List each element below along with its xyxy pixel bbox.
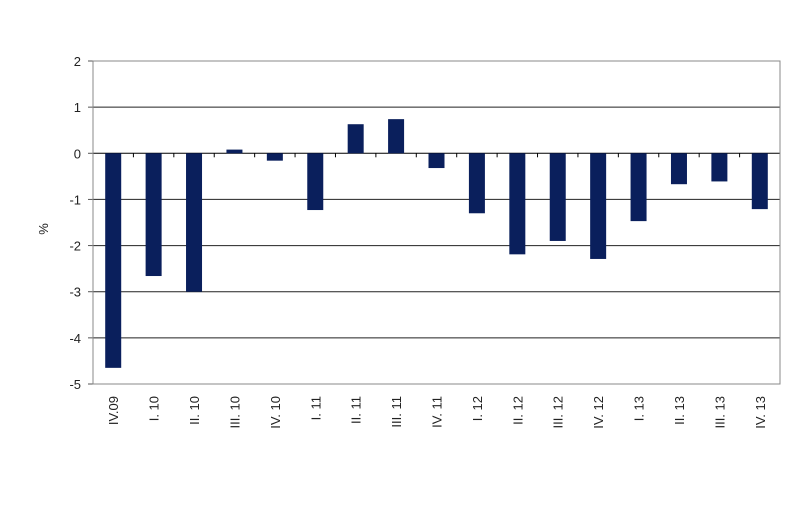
x-tick-label: IV.09 bbox=[106, 396, 121, 425]
x-tick-label: II. 11 bbox=[349, 396, 364, 424]
bar bbox=[266, 153, 283, 161]
y-tick-label: 1 bbox=[74, 100, 81, 115]
bar bbox=[186, 153, 203, 292]
y-axis-label: % bbox=[36, 223, 51, 235]
x-tick-label: IV. 13 bbox=[753, 396, 768, 429]
x-tick-label: I. 11 bbox=[308, 396, 323, 420]
y-tick-label: -5 bbox=[69, 377, 81, 392]
x-tick-label: III. 11 bbox=[389, 396, 404, 428]
bar bbox=[105, 153, 122, 368]
x-tick-label: II. 10 bbox=[187, 396, 202, 425]
y-tick-label: -2 bbox=[69, 239, 81, 254]
bar bbox=[307, 153, 324, 211]
x-tick-label: IV. 12 bbox=[591, 396, 606, 429]
y-tick-label: 2 bbox=[74, 54, 81, 69]
x-tick-label: II. 13 bbox=[672, 396, 687, 425]
x-tick-label: III. 12 bbox=[551, 396, 566, 429]
x-tick-labels: IV.09 I. 10 II. 10 III. 10 IV. 10 I. 11 II. 11… bbox=[106, 396, 768, 429]
y-tick-label: 0 bbox=[74, 146, 81, 161]
bar bbox=[590, 153, 607, 259]
bar bbox=[509, 153, 526, 255]
x-tick-label: I. 10 bbox=[147, 396, 162, 421]
y-tick-label: -4 bbox=[69, 331, 81, 346]
x-tick-label: III. 13 bbox=[712, 396, 727, 429]
bar bbox=[388, 119, 405, 154]
y-tick-labels: 2 1 0 -1 -2 -3 -4 -5 bbox=[69, 54, 81, 392]
y-tick-label: -3 bbox=[69, 285, 81, 300]
bar bbox=[630, 153, 647, 222]
x-tick-label: I. 13 bbox=[632, 396, 647, 421]
bar bbox=[468, 153, 485, 214]
bar bbox=[549, 153, 566, 241]
y-tick-label: -1 bbox=[69, 192, 81, 207]
bar bbox=[226, 149, 243, 154]
bar bbox=[670, 153, 687, 185]
bars bbox=[105, 119, 768, 368]
plot-border bbox=[92, 60, 781, 385]
bar bbox=[347, 124, 364, 154]
axes bbox=[88, 60, 781, 385]
x-tick-label: IV. 10 bbox=[268, 396, 283, 429]
x-tick-label: III. 10 bbox=[227, 396, 242, 429]
x-tick-label: IV. 11 bbox=[430, 396, 445, 428]
bar bbox=[711, 153, 728, 182]
x-tick-label: II. 12 bbox=[510, 396, 525, 425]
bar bbox=[145, 153, 162, 277]
bar bbox=[428, 153, 445, 169]
x-tick-label: I. 12 bbox=[470, 396, 485, 421]
bar bbox=[751, 153, 768, 210]
